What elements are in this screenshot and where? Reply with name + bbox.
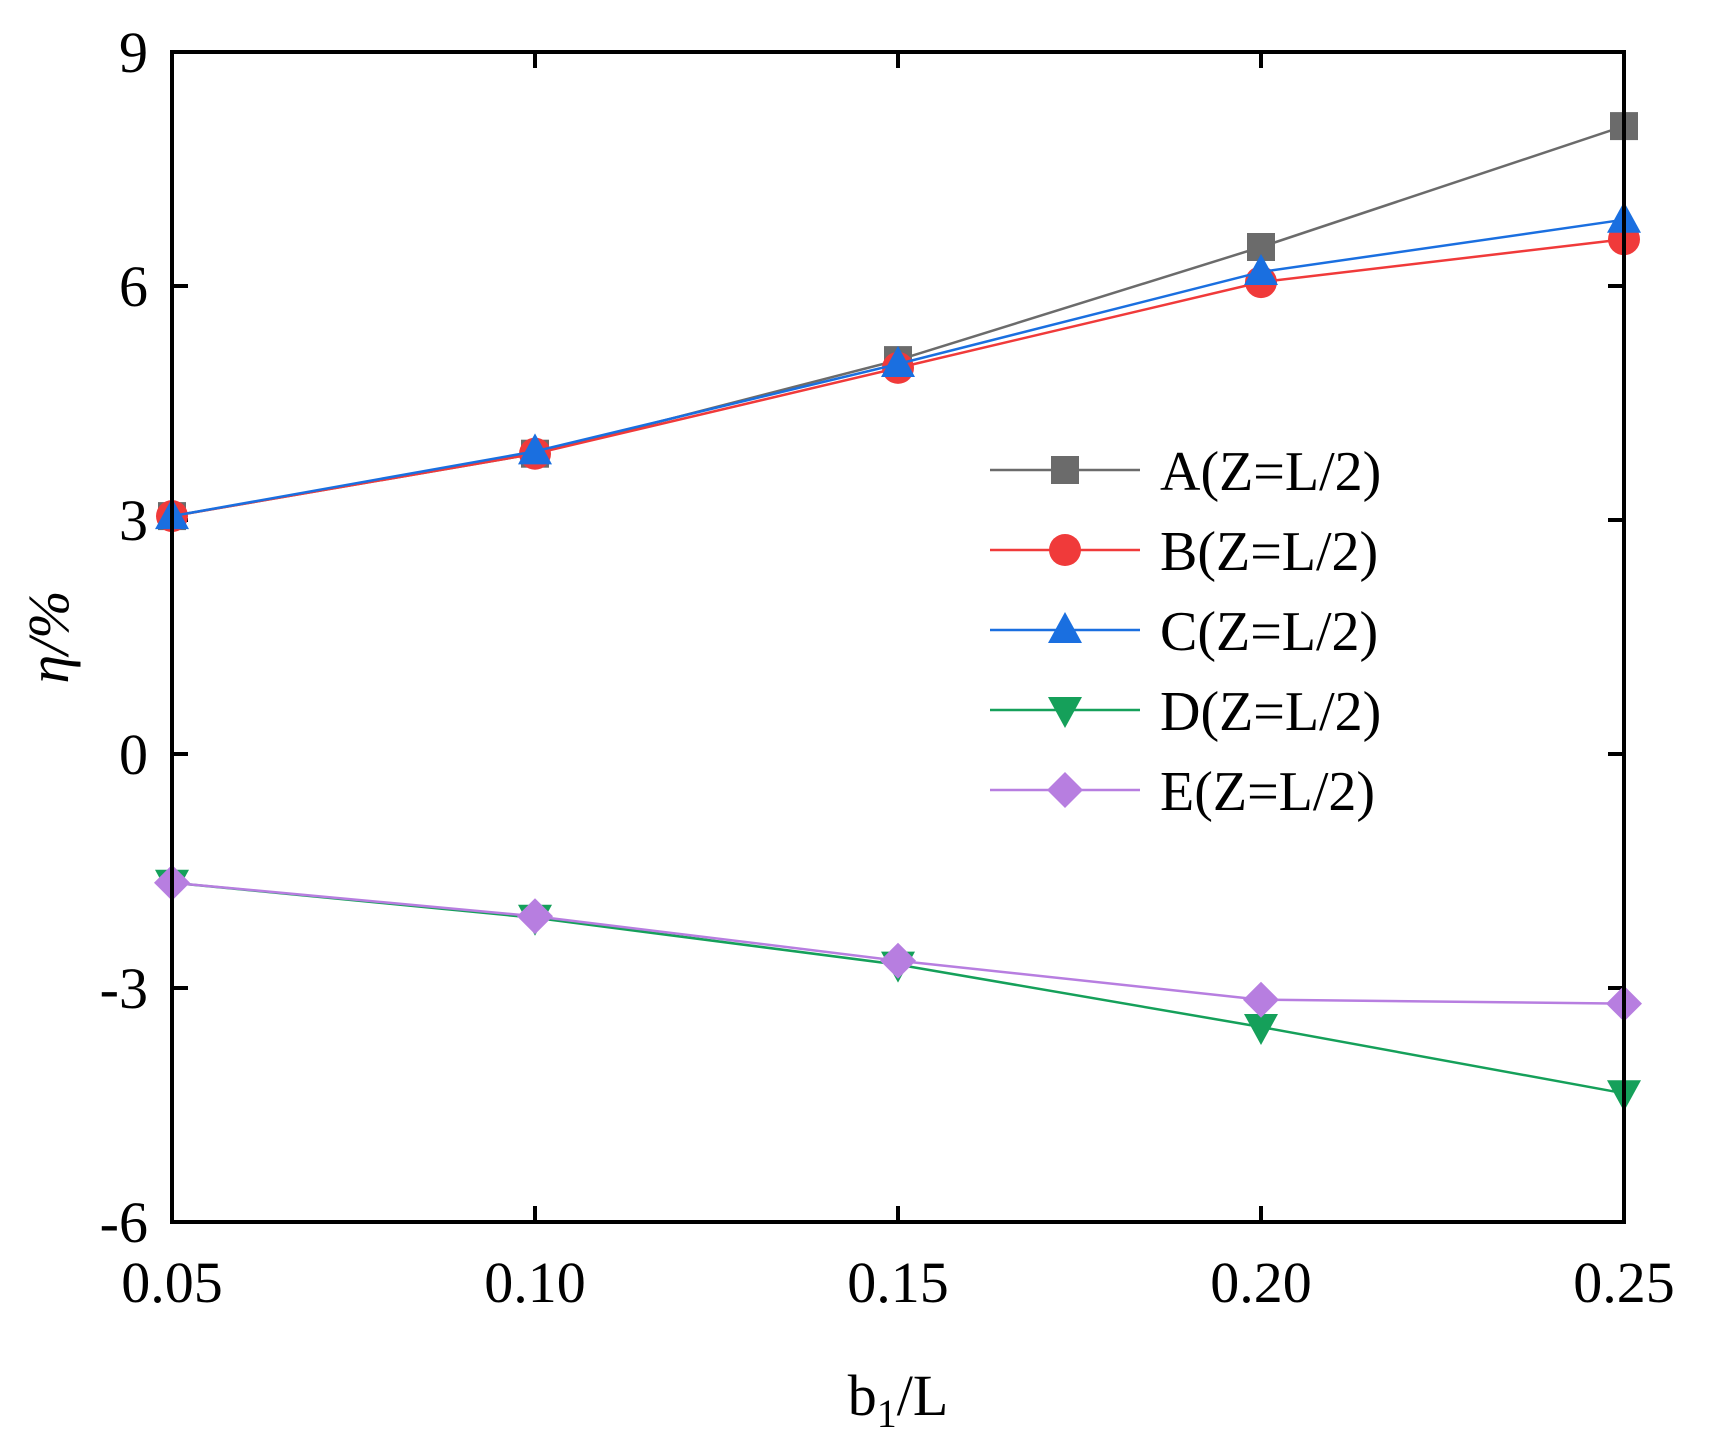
x-axis-title-subscript: 1	[877, 1391, 897, 1436]
legend-item-d-marker	[1048, 697, 1082, 728]
series-c-point	[1244, 253, 1278, 285]
series-b	[156, 223, 1640, 533]
legend-item-d: D(Z=L/2)	[990, 681, 1381, 743]
legend-item-c-marker	[1048, 612, 1082, 643]
series-c	[155, 201, 1641, 530]
x-axis-title: b1/L	[848, 1363, 949, 1436]
legend-item-c: C(Z=L/2)	[990, 601, 1378, 663]
legend: A(Z=L/2) B(Z=L/2) C(Z=L/2) D(Z=L/2) E(Z=L/2)	[990, 441, 1381, 823]
legend-item-e: E(Z=L/2)	[990, 761, 1375, 823]
legend-item-c-label: C(Z=L/2)	[1160, 601, 1378, 663]
y-axis-title: η/%	[16, 590, 81, 683]
legend-item-b-marker	[1049, 534, 1081, 566]
series-e-point	[1243, 981, 1279, 1018]
series-c-point	[518, 433, 552, 465]
series-c-point	[881, 346, 915, 377]
series-a	[158, 112, 1638, 531]
legend-item-d-label: D(Z=L/2)	[1160, 681, 1381, 743]
y-tick-label: 0	[119, 722, 148, 787]
axis-ticks	[170, 50, 1626, 1224]
y-tick-label: 9	[119, 20, 148, 85]
y-tick-label: -3	[100, 956, 148, 1021]
legend-item-e-label: E(Z=L/2)	[1160, 761, 1375, 823]
y-tick-label: 3	[119, 488, 148, 553]
series-d-point	[1244, 1014, 1278, 1045]
series-a-line	[171, 124, 1625, 518]
legend-item-a: A(Z=L/2)	[990, 441, 1381, 503]
plot-frame	[170, 50, 1626, 1224]
x-tick-label: 0.15	[847, 1250, 949, 1315]
legend-item-a-label: A(Z=L/2)	[1160, 441, 1381, 503]
y-tick-label: -6	[100, 1190, 148, 1255]
x-tick-label: 0.25	[1573, 1250, 1675, 1315]
tick-labels: 0.05 0.10 0.15 0.20 0.25 -6 -3 0 3 6 9	[100, 20, 1675, 1315]
legend-item-e-marker	[1047, 772, 1083, 808]
legend-item-a-marker	[1051, 456, 1079, 484]
series-e	[154, 864, 1642, 1022]
series-layer	[154, 112, 1642, 1112]
x-axis-title-main: b	[848, 1363, 877, 1428]
x-axis-title-suffix: /L	[897, 1363, 949, 1428]
y-tick-label: 6	[119, 254, 148, 319]
x-tick-label: 0.05	[121, 1250, 223, 1315]
series-e-point	[880, 942, 916, 979]
series-e-point	[517, 898, 553, 935]
x-tick-label: 0.20	[1210, 1250, 1312, 1315]
x-tick-label: 0.10	[484, 1250, 586, 1315]
legend-item-b-label: B(Z=L/2)	[1160, 521, 1378, 583]
legend-item-b: B(Z=L/2)	[990, 521, 1378, 583]
series-d-line	[171, 881, 1625, 1095]
series-d	[155, 869, 1641, 1112]
